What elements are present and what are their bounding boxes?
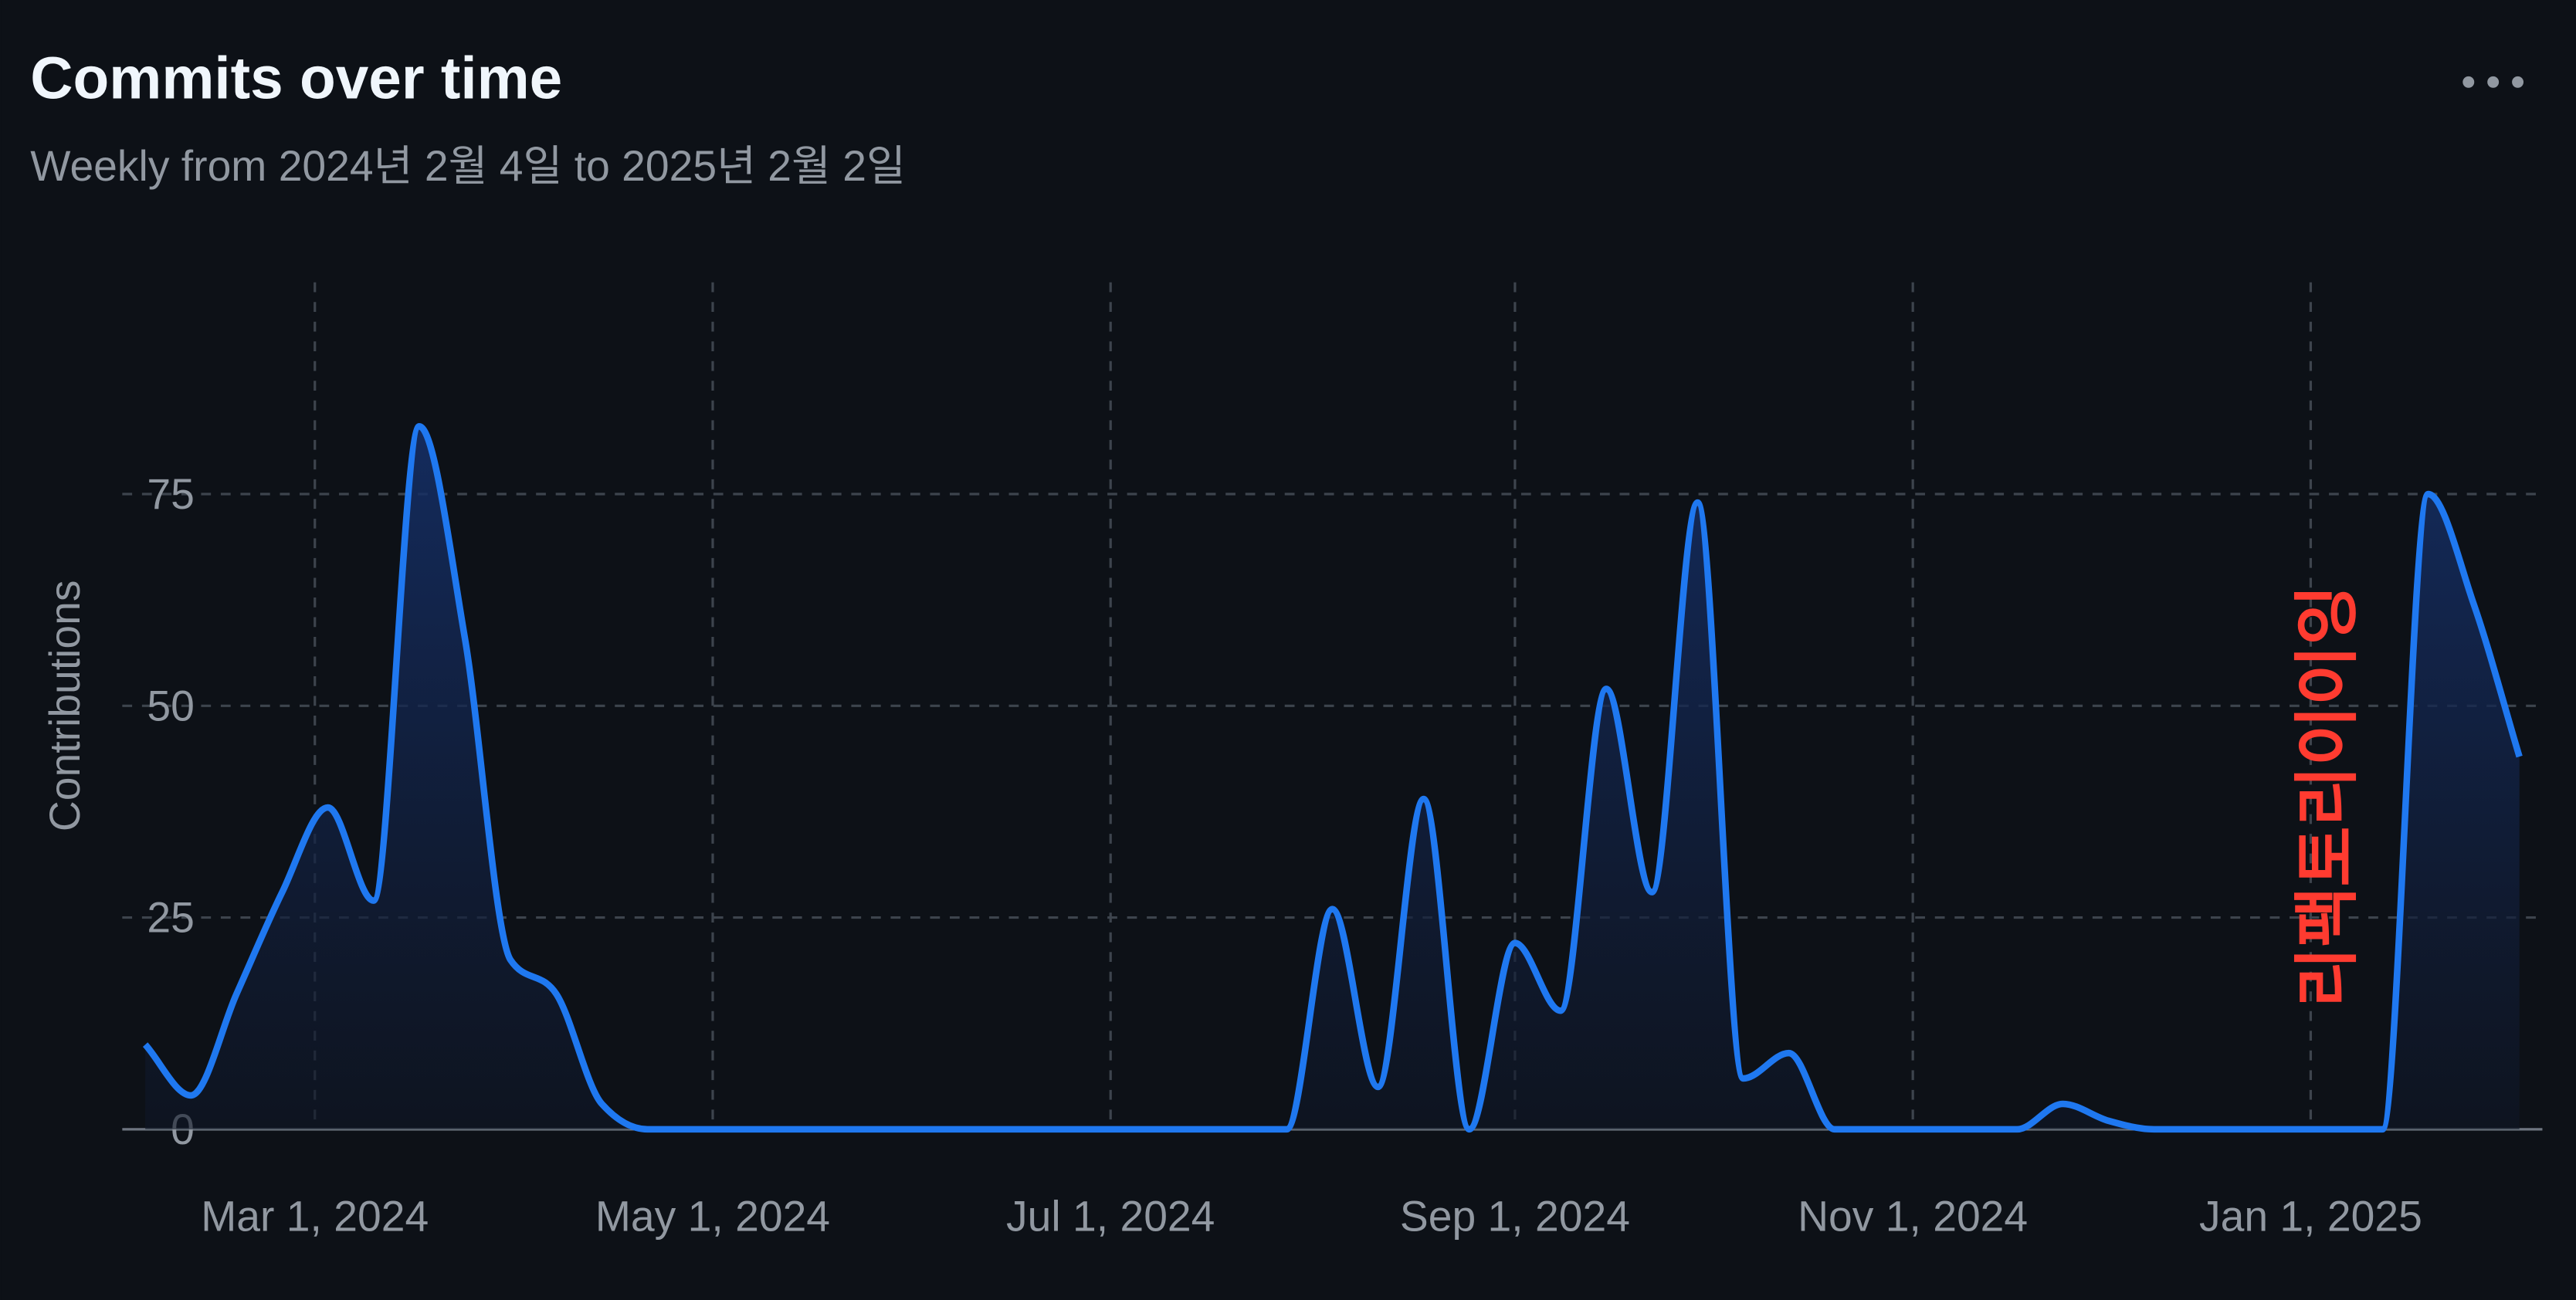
area — [145, 426, 2520, 1129]
annotation: 리팩토리이이잉 — [2291, 584, 2364, 1007]
y-axis-label: Contributions — [41, 580, 89, 831]
x-tick-label: May 1, 2024 — [595, 1193, 830, 1241]
x-tick-label: Nov 1, 2024 — [1798, 1193, 2028, 1241]
x-tick-label: Sep 1, 2024 — [1400, 1193, 1630, 1241]
line — [142, 422, 2523, 1133]
x-tick-label: Mar 1, 2024 — [201, 1193, 429, 1241]
more-menu[interactable] — [2462, 76, 2524, 88]
y-tick-label: 75 — [147, 470, 194, 518]
y-tick-label: 25 — [147, 894, 194, 942]
chart-title: Commits over time — [30, 46, 562, 112]
chart-subtitle: Weekly from 2024년 2월 4일 to 2025년 2월 2일 — [30, 142, 906, 190]
x-tick-label: Jul 1, 2024 — [1006, 1193, 1215, 1241]
x-tick-label: Jan 1, 2025 — [2199, 1193, 2422, 1241]
y-tick-label: 50 — [147, 682, 194, 730]
